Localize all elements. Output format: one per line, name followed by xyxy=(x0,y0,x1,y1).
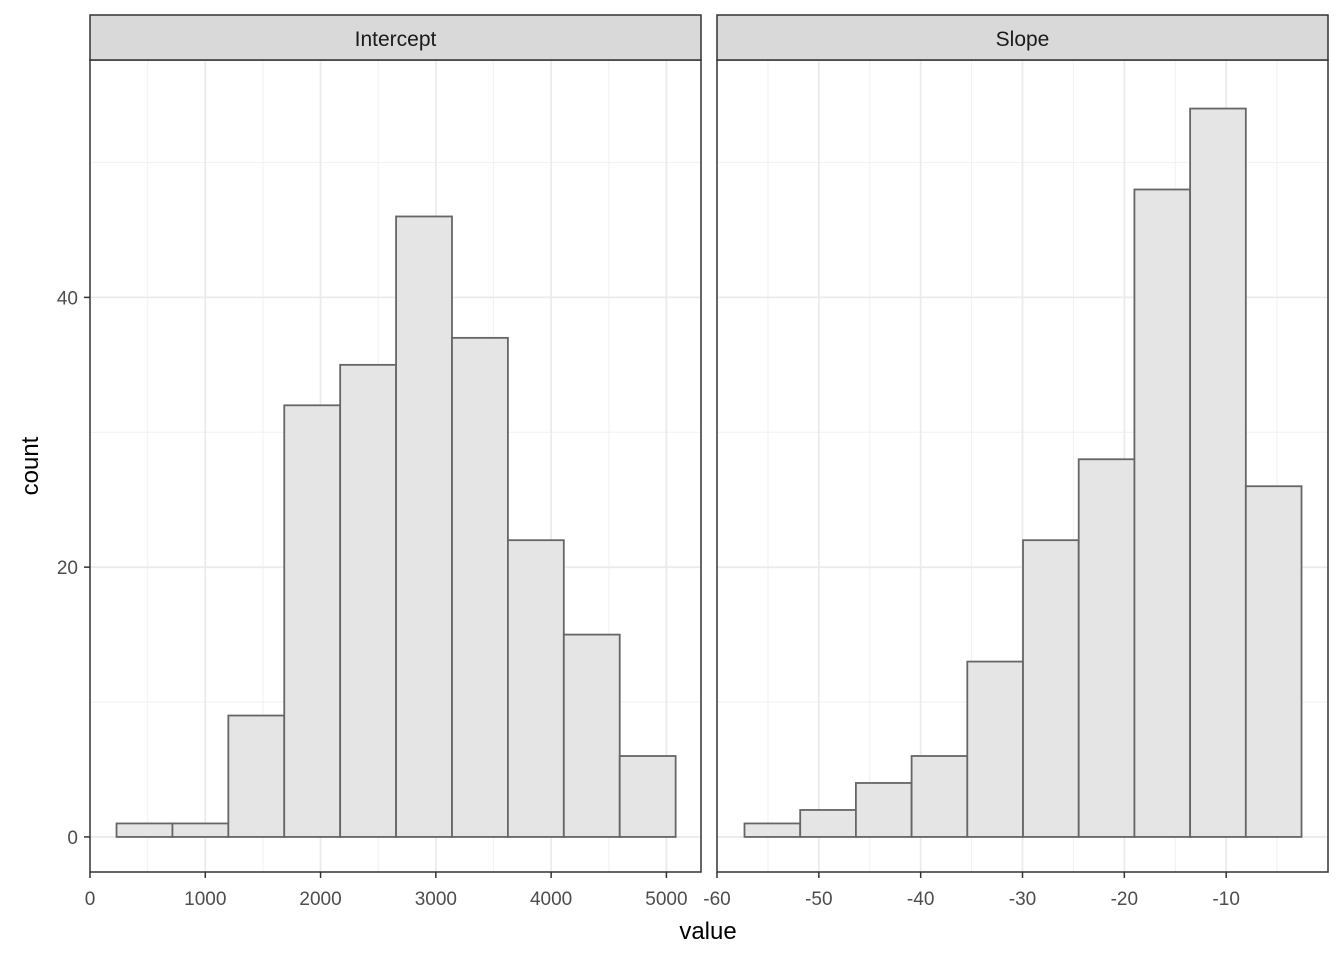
y-tick-label: 0 xyxy=(67,828,78,849)
histogram-bar xyxy=(910,755,969,838)
x-axis-title: value xyxy=(679,918,736,945)
x-tick-label: -30 xyxy=(1009,889,1036,910)
y-tick-label: 20 xyxy=(57,558,78,579)
histogram-bar xyxy=(339,363,397,838)
histogram-bar xyxy=(966,660,1024,838)
histogram-bar xyxy=(227,714,286,838)
histogram-bar xyxy=(743,822,802,838)
histogram-bar xyxy=(507,539,565,838)
x-tick-label: 4000 xyxy=(530,889,572,910)
histogram-bar xyxy=(395,215,453,838)
histogram-bar xyxy=(618,755,677,838)
facet-strip-label: Slope xyxy=(996,28,1050,51)
y-tick-label: 40 xyxy=(57,288,78,309)
y-axis-title: count xyxy=(17,436,44,495)
panel-slope: Slope -60 -50 -40 -30 -20 -10 xyxy=(703,14,1329,910)
x-tick-label: 1000 xyxy=(184,889,226,910)
histogram-bar xyxy=(1077,458,1136,838)
histogram-bar xyxy=(451,336,509,838)
histogram-bar xyxy=(1022,539,1080,838)
x-tick-label: 2000 xyxy=(299,889,341,910)
x-tick-label: -10 xyxy=(1212,889,1239,910)
x-tick-label: -20 xyxy=(1111,889,1138,910)
histogram-bar xyxy=(283,404,342,838)
x-tick-label: -40 xyxy=(907,889,934,910)
panel-intercept: Intercept 0 1000 2000 3000 4000 5000 0 20 40 xyxy=(57,14,702,910)
x-tick-label: 5000 xyxy=(645,889,687,910)
x-tick-label: 3000 xyxy=(415,889,457,910)
histogram-bar xyxy=(1133,188,1192,838)
histogram-bar xyxy=(562,633,621,838)
x-tick-label: -50 xyxy=(805,889,832,910)
histogram-bar xyxy=(115,822,174,838)
x-tick-label: -60 xyxy=(703,889,730,910)
x-tick-label: 0 xyxy=(85,889,96,910)
histogram-bar xyxy=(799,809,857,838)
histogram-bar xyxy=(855,782,913,838)
histogram-bar xyxy=(1244,485,1303,838)
facet-strip xyxy=(89,14,702,61)
facet-strip xyxy=(716,14,1329,61)
histogram-bar xyxy=(171,822,230,838)
histogram-bar xyxy=(1189,107,1247,838)
facet-strip-label: Intercept xyxy=(355,28,437,51)
